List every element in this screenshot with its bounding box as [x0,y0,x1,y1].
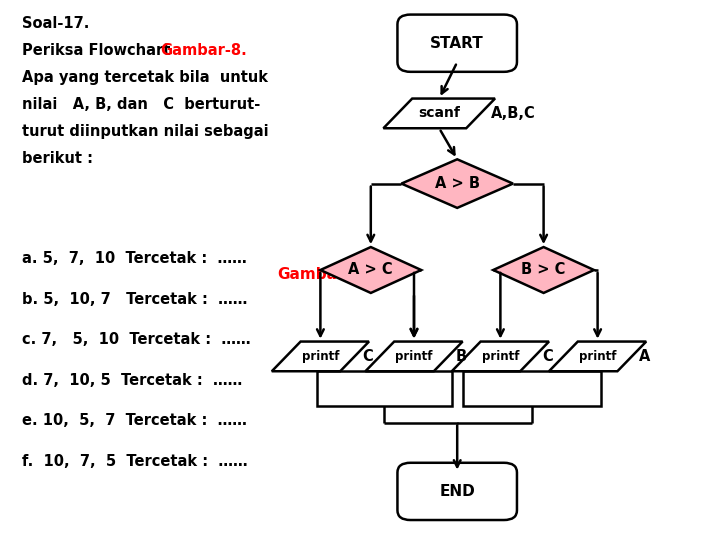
Bar [317,372,452,406]
Text: Periksa Flowchart: Periksa Flowchart [22,43,175,58]
Text: c. 7,   5,  10  Tercetak :  ……: c. 7, 5, 10 Tercetak : …… [22,332,251,347]
Polygon shape [402,159,513,208]
Text: scanf: scanf [418,106,460,120]
Text: b. 5,  10, 7   Tercetak :  ……: b. 5, 10, 7 Tercetak : …… [22,292,247,307]
Polygon shape [320,247,421,293]
Text: C: C [541,349,552,364]
Polygon shape [549,341,647,372]
Text: A,B,C: A,B,C [491,106,536,121]
Polygon shape [452,341,549,372]
Polygon shape [365,341,462,372]
FancyBboxPatch shape [397,15,517,72]
Bar [462,372,601,406]
Text: END: END [439,484,475,499]
Text: A: A [639,349,650,364]
Text: nilai   A, B, dan   C  berturut-: nilai A, B, dan C berturut- [22,97,260,112]
Text: printf: printf [482,350,519,363]
Polygon shape [383,98,495,128]
Text: e. 10,  5,  7  Tercetak :  ……: e. 10, 5, 7 Tercetak : …… [22,413,246,428]
Polygon shape [493,247,594,293]
Text: printf: printf [579,350,616,363]
Text: a. 5,  7,  10  Tercetak :  ……: a. 5, 7, 10 Tercetak : …… [22,251,246,266]
FancyBboxPatch shape [397,463,517,520]
Text: d. 7,  10, 5  Tercetak :  ……: d. 7, 10, 5 Tercetak : …… [22,373,242,388]
Text: printf: printf [395,350,433,363]
Text: f.  10,  7,  5  Tercetak :  ……: f. 10, 7, 5 Tercetak : …… [22,454,247,469]
Text: C: C [361,349,372,364]
Text: printf: printf [302,350,339,363]
Text: A > B: A > B [435,176,480,191]
Text: Soal-17.: Soal-17. [22,16,89,31]
Text: B: B [455,349,467,364]
Text: START: START [431,36,484,51]
Text: Gambar-8: Gambar-8 [277,267,361,282]
Text: B > C: B > C [521,262,566,278]
Text: A > C: A > C [348,262,393,278]
Text: Gambar-8.: Gambar-8. [160,43,246,58]
Polygon shape [272,341,369,372]
Text: berikut :: berikut : [22,151,93,166]
Text: Apa yang tercetak bila  untuk: Apa yang tercetak bila untuk [22,70,268,85]
Text: turut diinputkan nilai sebagai: turut diinputkan nilai sebagai [22,124,269,139]
